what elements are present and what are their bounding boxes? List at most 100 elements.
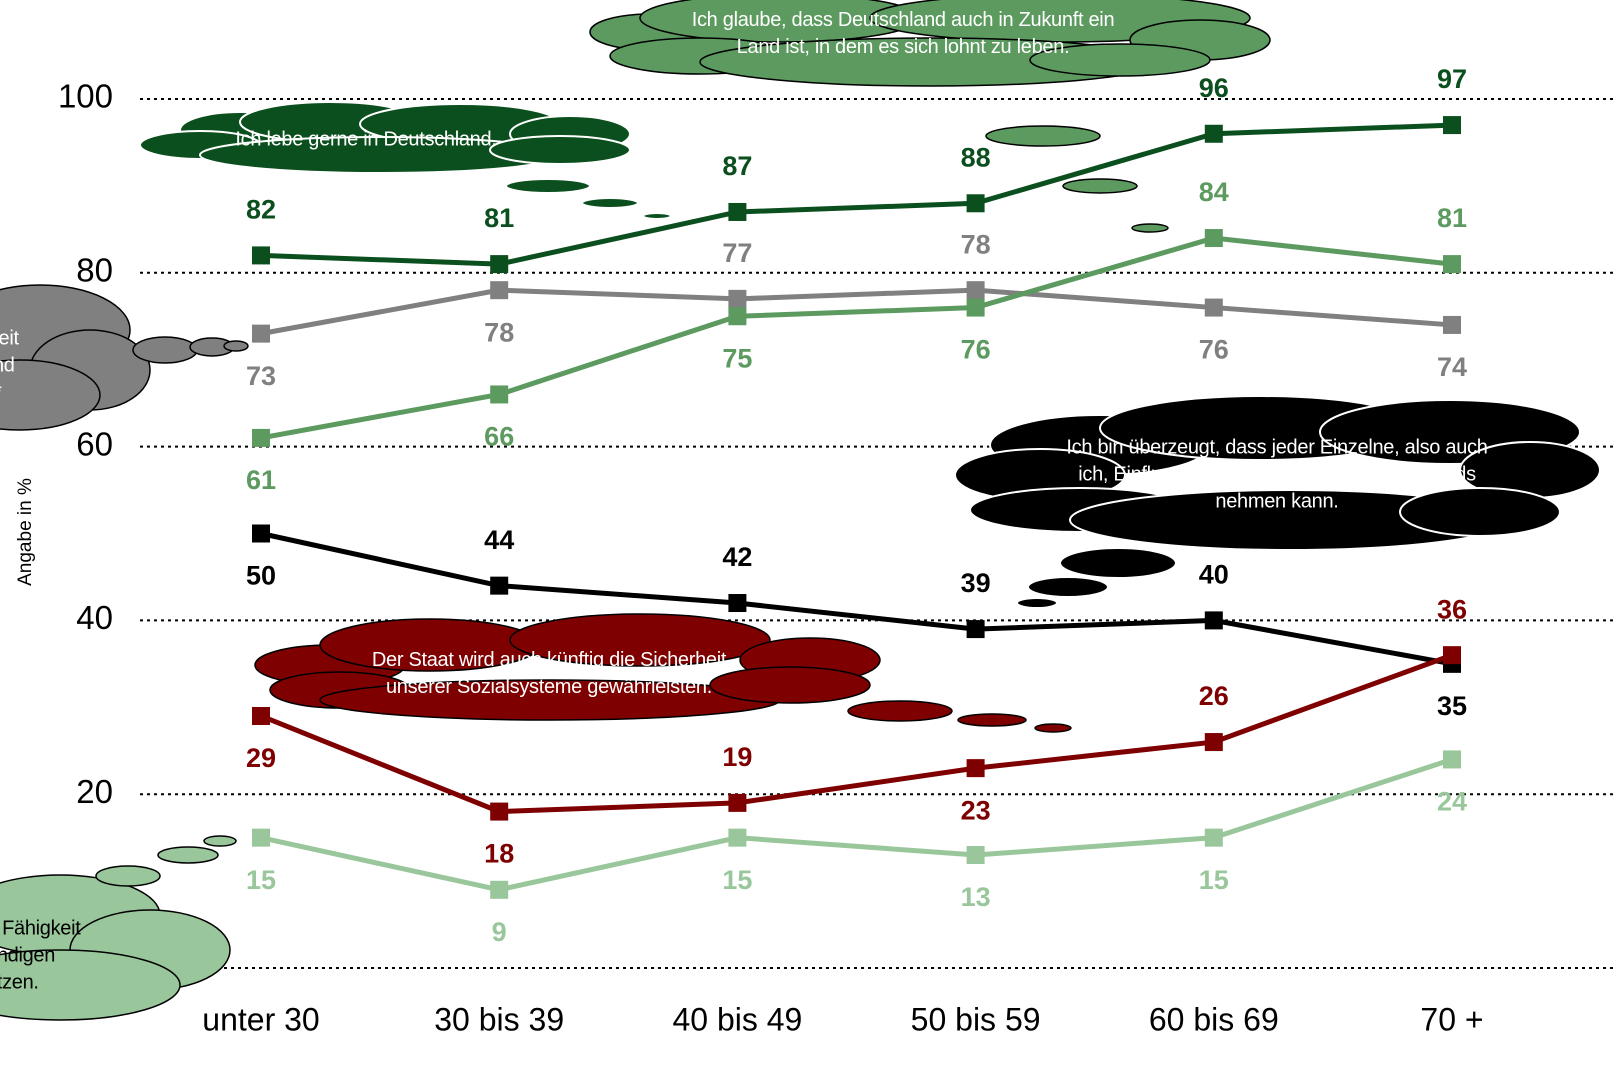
data-label: 82 [246, 195, 276, 225]
series-line [260, 531, 1453, 667]
data-label: 81 [1437, 203, 1467, 233]
cloud [589, 0, 1271, 233]
data-label: 19 [722, 742, 752, 772]
cloud-text: Der Staat wird auch künftig die Sicherhe… [371, 649, 727, 698]
data-label: 78 [484, 317, 514, 347]
data-label: 44 [484, 525, 514, 555]
cloud-text: hkeit land n.* [0, 327, 19, 404]
data-point [490, 576, 509, 595]
data-point [252, 524, 270, 543]
cloud-text: Ich glaube, dass Deutschland auch in Zuk… [691, 9, 1115, 58]
data-label: 26 [1199, 681, 1229, 711]
data-label: 66 [484, 422, 514, 452]
cloud [0, 835, 237, 1021]
y-tick-label: 20 [76, 773, 113, 810]
data-label: 74 [1437, 352, 1467, 382]
data-point [966, 846, 985, 865]
cloud [139, 101, 672, 220]
cloud-text: e Fähigkeit endigen etzen. [0, 917, 81, 994]
series-line [260, 122, 1453, 267]
cloud [0, 284, 249, 431]
data-point [966, 298, 985, 317]
series-line [260, 652, 1453, 815]
data-point [490, 385, 509, 404]
data-point [1443, 750, 1461, 769]
data-point [728, 307, 747, 326]
data-point [252, 428, 270, 447]
data-point [1443, 646, 1461, 665]
data-label: 78 [961, 229, 991, 259]
data-point [490, 802, 509, 821]
data-label: 35 [1437, 691, 1467, 721]
data-point [1204, 828, 1223, 847]
data-label: 15 [722, 865, 752, 895]
data-label: 76 [961, 335, 991, 365]
y-tick-label: 80 [76, 252, 113, 289]
data-point [966, 759, 985, 778]
y-tick-label: 40 [76, 599, 113, 636]
data-label: 29 [246, 743, 276, 773]
data-point [252, 706, 270, 725]
data-label: 18 [484, 839, 514, 869]
data-point [252, 246, 270, 265]
data-point [1204, 733, 1223, 752]
data-label: 15 [246, 865, 276, 895]
x-tick-label: 60 bis 69 [1149, 1001, 1279, 1037]
data-point [1204, 124, 1223, 143]
data-point [490, 880, 509, 899]
series-line [260, 287, 1453, 337]
data-point [490, 281, 509, 300]
data-label: 39 [961, 568, 991, 598]
data-label: 15 [1199, 865, 1229, 895]
x-tick-label: 30 bis 39 [434, 1001, 564, 1037]
cloud [954, 395, 1601, 609]
data-label: 73 [246, 361, 276, 391]
series-line [260, 235, 1453, 441]
data-label: 97 [1437, 64, 1467, 94]
data-point [728, 828, 747, 847]
cloud [254, 613, 1072, 733]
data-point [966, 194, 985, 213]
data-label: 24 [1437, 787, 1467, 817]
data-point [252, 828, 270, 847]
data-label: 40 [1199, 560, 1229, 590]
data-label: 61 [246, 465, 276, 495]
data-label: 87 [722, 151, 752, 181]
data-label: 76 [1199, 335, 1229, 365]
data-point [1204, 611, 1223, 630]
data-point [1204, 298, 1223, 317]
data-point [966, 620, 985, 639]
cloud-text: Ich lebe gerne in Deutschland. [235, 128, 497, 151]
data-point [1443, 116, 1461, 135]
data-point [728, 793, 747, 812]
x-tick-label: 50 bis 59 [911, 1001, 1041, 1037]
y-tick-label: 100 [58, 78, 113, 115]
data-label: 23 [961, 795, 991, 825]
data-label: 96 [1199, 73, 1229, 103]
y-axis-label: Angabe in % [15, 478, 36, 586]
data-point [728, 202, 747, 221]
data-point [490, 255, 509, 274]
data-label: 42 [722, 542, 752, 572]
data-label: 75 [722, 343, 752, 373]
data-point [728, 594, 747, 613]
data-label: 13 [961, 882, 991, 912]
data-label: 36 [1437, 594, 1467, 624]
data-label: 50 [246, 561, 276, 591]
x-tick-label: 70 + [1420, 1001, 1483, 1037]
data-label: 81 [484, 203, 514, 233]
x-tick-label: 40 bis 49 [672, 1001, 802, 1037]
data-point [1443, 315, 1461, 334]
cloud-text: Ich bin überzeugt, dass jeder Einzelne, … [1066, 436, 1488, 513]
data-label: 77 [722, 238, 752, 268]
x-tick-label: unter 30 [202, 1001, 319, 1037]
data-label: 88 [961, 142, 991, 172]
series-line [260, 757, 1453, 893]
y-tick-label: 60 [76, 425, 113, 462]
data-label: 9 [492, 917, 507, 947]
data-point [1443, 255, 1461, 274]
data-label: 84 [1199, 177, 1229, 207]
data-point [252, 324, 270, 343]
